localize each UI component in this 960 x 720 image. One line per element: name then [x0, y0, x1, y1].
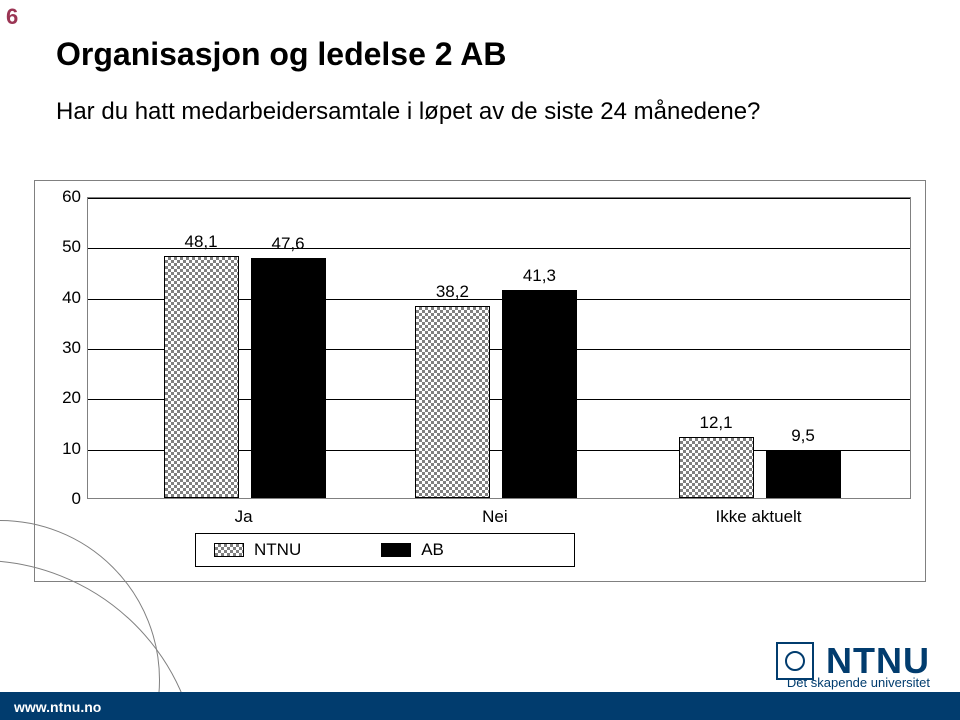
bar-value-label: 47,6 [272, 234, 305, 254]
chart-frame: 0 10 20 30 40 50 60 48,1 47,6 38,2 41,3 12,1 9,5 Ja… [34, 180, 926, 582]
bar-ab [502, 290, 577, 498]
legend-swatch-ab [381, 543, 411, 557]
bar-ntnu [679, 437, 754, 498]
y-tick-label: 30 [62, 338, 81, 358]
page-subtitle: Har du hatt medarbeidersamtale i løpet a… [56, 98, 760, 126]
x-tick-label: Nei [482, 507, 508, 527]
page-number: 6 [6, 4, 18, 30]
legend: NTNU AB [195, 533, 575, 567]
bar-value-label: 12,1 [700, 413, 733, 433]
legend-item-ntnu: NTNU [214, 540, 301, 560]
bar-ab [766, 450, 841, 498]
y-tick-label: 50 [62, 237, 81, 257]
footer-bar: www.ntnu.no [0, 692, 960, 720]
page-title: Organisasjon og ledelse 2 AB [56, 36, 507, 73]
y-tick-label: 20 [62, 388, 81, 408]
legend-item-ab: AB [381, 540, 444, 560]
bar-ntnu [415, 306, 490, 498]
legend-label: NTNU [254, 540, 301, 560]
y-tick-label: 10 [62, 439, 81, 459]
y-tick-label: 60 [62, 187, 81, 207]
bar-value-label: 38,2 [436, 282, 469, 302]
legend-swatch-ntnu [214, 543, 244, 557]
plot-area: 48,1 47,6 38,2 41,3 12,1 9,5 [87, 197, 911, 499]
y-tick-label: 40 [62, 288, 81, 308]
bar-ntnu [164, 256, 239, 498]
bar-ab [251, 258, 326, 498]
x-tick-label: Ikke aktuelt [716, 507, 802, 527]
y-axis-ticks: 0102030405060 [35, 197, 87, 499]
grid-line [88, 198, 910, 199]
legend-label: AB [421, 540, 444, 560]
bar-value-label: 41,3 [523, 266, 556, 286]
footer-url: www.ntnu.no [14, 699, 101, 715]
bar-value-label: 48,1 [185, 232, 218, 252]
y-tick-label: 0 [72, 489, 81, 509]
tagline: Det skapende universitet [787, 675, 930, 690]
slide: 6 Organisasjon og ledelse 2 AB Har du ha… [0, 0, 960, 720]
bar-value-label: 9,5 [791, 426, 815, 446]
x-tick-label: Ja [235, 507, 253, 527]
